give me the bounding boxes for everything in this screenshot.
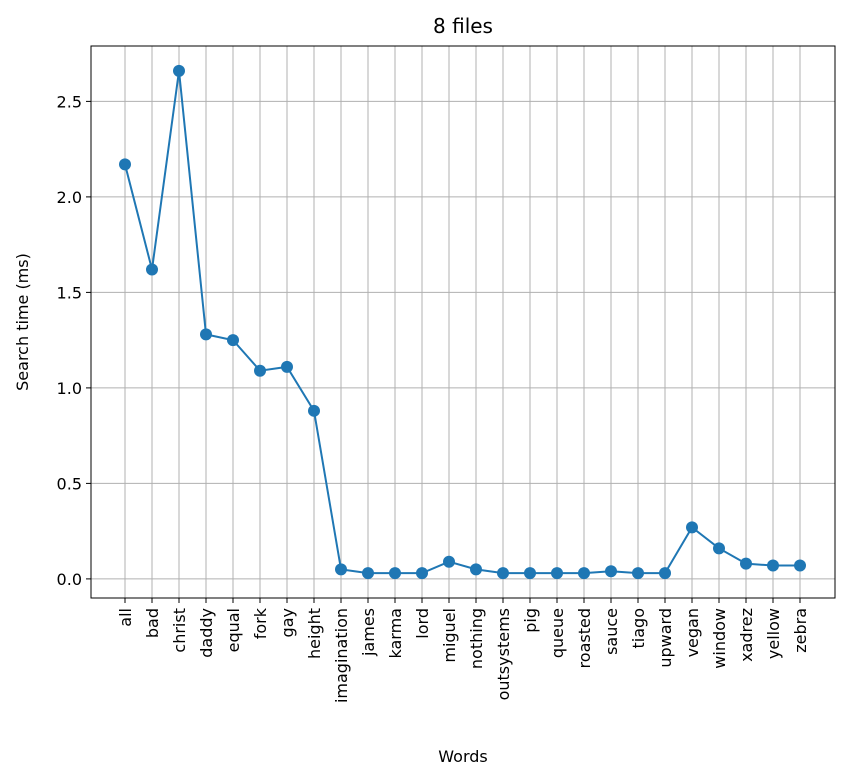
- data-point: [227, 334, 239, 347]
- data-point: [686, 521, 698, 534]
- data-point: [551, 567, 563, 580]
- x-tick-label: gay: [278, 608, 297, 637]
- data-point: [119, 158, 131, 171]
- x-tick-label: queue: [548, 608, 567, 658]
- data-point: [335, 563, 347, 576]
- data-point: [767, 559, 779, 572]
- x-tick-label: imagination: [332, 608, 351, 703]
- x-tick-label: sauce: [602, 608, 621, 655]
- x-tick-label: pig: [521, 608, 540, 633]
- x-tick-label: vegan: [683, 608, 702, 657]
- x-tick-label: equal: [224, 608, 243, 652]
- data-point: [524, 567, 536, 580]
- x-tick-label: fork: [251, 607, 270, 639]
- data-point: [362, 567, 374, 580]
- data-point: [173, 64, 185, 77]
- x-tick-label: lord: [413, 608, 432, 639]
- x-tick-label: james: [359, 608, 378, 657]
- data-point: [497, 567, 509, 580]
- y-tick-label: 1.0: [57, 379, 82, 398]
- chart-title: 8 files: [433, 14, 493, 38]
- data-point: [389, 567, 401, 580]
- x-tick-label: window: [710, 608, 729, 669]
- x-tick-label: upward: [656, 608, 675, 668]
- data-point: [200, 328, 212, 341]
- x-tick-label: height: [305, 608, 324, 659]
- x-tick-label: yellow: [764, 608, 783, 659]
- data-point: [632, 567, 644, 580]
- x-tick-label: daddy: [197, 608, 216, 658]
- y-tick-label: 2.0: [57, 188, 82, 207]
- data-point: [659, 567, 671, 580]
- data-point: [713, 542, 725, 555]
- y-tick-label: 0.5: [57, 474, 82, 493]
- grid: [91, 46, 835, 598]
- x-tick-label: tiago: [629, 608, 648, 648]
- x-tick-label: christ: [170, 608, 189, 653]
- series-line: [124, 70, 800, 575]
- x-tick-label: roasted: [575, 608, 594, 668]
- data-point: [794, 559, 806, 572]
- data-point: [578, 567, 590, 580]
- data-point: [470, 563, 482, 576]
- y-tick-label: 0.0: [57, 570, 82, 589]
- x-tick-label: miguel: [440, 608, 459, 663]
- ticks: all bad christ daddy equal fork gay height imagi…: [57, 92, 810, 703]
- y-axis-label: Search time (ms): [13, 253, 32, 391]
- x-tick-label: bad: [143, 608, 162, 638]
- data-point: [416, 567, 428, 580]
- x-tick-label: xadrez: [737, 608, 756, 662]
- plot-frame: [90, 45, 836, 599]
- series-layer: [119, 64, 806, 580]
- data-point: [254, 364, 266, 377]
- x-tick-label: nothing: [467, 608, 486, 669]
- x-tick-label: zebra: [791, 608, 810, 653]
- data-point: [740, 557, 752, 570]
- data-point: [308, 404, 320, 417]
- data-point: [281, 360, 293, 373]
- x-tick-label: karma: [386, 608, 405, 658]
- y-tick-label: 1.5: [57, 283, 82, 302]
- y-tick-label: 2.5: [57, 92, 82, 111]
- data-point: [443, 555, 455, 568]
- x-axis-label: Words: [438, 747, 487, 766]
- data-point: [146, 263, 158, 276]
- x-tick-label: outsystems: [494, 608, 513, 700]
- data-point: [605, 565, 617, 578]
- x-tick-label: all: [116, 608, 135, 627]
